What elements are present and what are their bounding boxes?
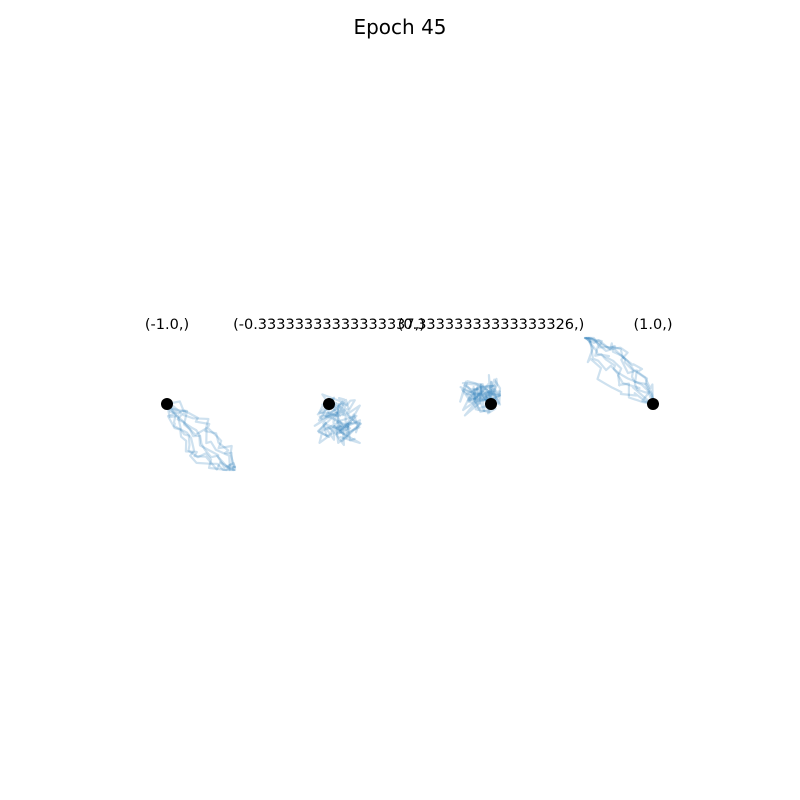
panel-3-trajectory-line: [459, 384, 502, 409]
panel-2-trajectory-line: [316, 402, 358, 444]
panel-1-trajectory-line: [165, 402, 237, 469]
panel-1-start-marker: [161, 398, 173, 410]
panel-3-trajectory-line: [463, 377, 502, 406]
panel-1-trajectory-line: [165, 402, 231, 472]
panel-3-title: (0.33333333333333326,): [398, 317, 585, 333]
panel-1-trajectory-line: [165, 402, 235, 472]
panel-3-trajectory-line: [461, 384, 493, 417]
panel-4-trajectory-line: [583, 336, 655, 406]
panel-2-trajectory-line: [313, 402, 356, 442]
panel-4-trajectory-line: [585, 336, 655, 406]
panel-4-title: (1.0,): [634, 317, 673, 333]
panel-1-trajectory-line: [165, 402, 235, 472]
panel-2-title: (-0.33333333333333337,): [233, 317, 425, 333]
panel-4-trajectory-line: [584, 336, 655, 406]
panel-1-trajectories: [165, 400, 237, 472]
figure-title: Epoch 45: [353, 15, 446, 39]
panel-4-trajectory-line: [586, 340, 655, 406]
panel-1-trajectory-line: [165, 402, 237, 471]
panel-2-trajectory-line: [324, 396, 361, 436]
panel-4-trajectory-line: [583, 336, 655, 406]
panel-2-trajectory-line: [321, 393, 361, 445]
panel-3-start-marker: [485, 398, 497, 410]
panel-2-trajectory-line: [327, 398, 362, 434]
panel-2: (-0.33333333333333337,): [233, 317, 425, 447]
panel-1-trajectory-line: [165, 400, 237, 472]
panel-2-trajectories: [313, 393, 362, 447]
panel-4: (1.0,): [583, 317, 673, 410]
panel-3-trajectory-line: [461, 382, 502, 406]
panel-4-trajectory-line: [587, 336, 655, 406]
panel-1-title: (-1.0,): [145, 317, 189, 333]
panel-2-start-marker: [323, 398, 335, 410]
panel-1: (-1.0,): [145, 317, 237, 472]
panel-1-trajectory-line: [165, 402, 232, 472]
panel-3: (0.33333333333333326,): [398, 317, 585, 417]
panel-4-trajectories: [583, 336, 655, 406]
panel-2-trajectory-line: [316, 397, 345, 447]
panel-4-trajectory-line: [585, 337, 655, 406]
panel-3-trajectory-line: [470, 380, 502, 406]
panel-4-start-marker: [647, 398, 659, 410]
panel-4-trajectory-line: [583, 336, 655, 406]
panel-1-trajectory-line: [165, 402, 235, 472]
